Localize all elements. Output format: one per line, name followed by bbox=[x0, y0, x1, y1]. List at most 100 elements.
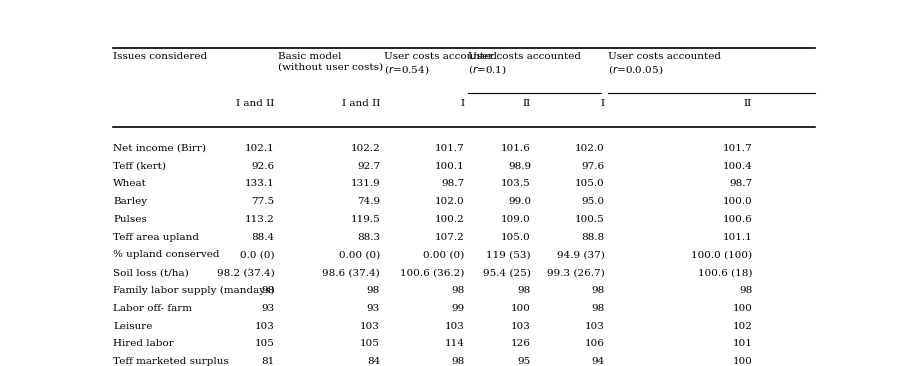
Text: I and II: I and II bbox=[236, 99, 275, 108]
Text: 98.9: 98.9 bbox=[508, 162, 531, 171]
Text: 102.2: 102.2 bbox=[351, 144, 381, 153]
Text: Teff (kert): Teff (kert) bbox=[113, 162, 166, 171]
Text: 98: 98 bbox=[592, 304, 604, 313]
Text: Family labor supply (mandays): Family labor supply (mandays) bbox=[113, 286, 275, 295]
Text: 98: 98 bbox=[592, 286, 604, 295]
Text: 119 (53): 119 (53) bbox=[487, 250, 531, 259]
Text: 131.9: 131.9 bbox=[351, 179, 381, 188]
Text: 98: 98 bbox=[451, 286, 464, 295]
Text: 93: 93 bbox=[262, 304, 275, 313]
Text: 81: 81 bbox=[262, 357, 275, 366]
Text: 100.5: 100.5 bbox=[575, 215, 604, 224]
Text: 101: 101 bbox=[732, 339, 752, 348]
Text: 98: 98 bbox=[262, 286, 275, 295]
Text: % upland conserved: % upland conserved bbox=[113, 250, 220, 259]
Text: 100.4: 100.4 bbox=[722, 162, 752, 171]
Text: Pulses: Pulses bbox=[113, 215, 147, 224]
Text: 105: 105 bbox=[361, 339, 381, 348]
Text: 100.1: 100.1 bbox=[435, 162, 464, 171]
Text: 98: 98 bbox=[367, 286, 381, 295]
Text: I: I bbox=[460, 99, 464, 108]
Text: 98.6 (37.4): 98.6 (37.4) bbox=[323, 268, 381, 277]
Text: 94: 94 bbox=[592, 357, 604, 366]
Text: 103: 103 bbox=[585, 321, 604, 330]
Text: 100.2: 100.2 bbox=[435, 215, 464, 224]
Text: 119.5: 119.5 bbox=[351, 215, 381, 224]
Text: 84: 84 bbox=[367, 357, 381, 366]
Text: 101.7: 101.7 bbox=[722, 144, 752, 153]
Text: Net income (Birr): Net income (Birr) bbox=[113, 144, 207, 153]
Text: 105.0: 105.0 bbox=[501, 233, 531, 242]
Text: 92.7: 92.7 bbox=[357, 162, 381, 171]
Text: I and II: I and II bbox=[342, 99, 381, 108]
Text: 102: 102 bbox=[732, 321, 752, 330]
Text: 103: 103 bbox=[511, 321, 531, 330]
Text: 92.6: 92.6 bbox=[252, 162, 275, 171]
Text: 98.7: 98.7 bbox=[441, 179, 464, 188]
Text: Hired labor: Hired labor bbox=[113, 339, 174, 348]
Text: 102.1: 102.1 bbox=[245, 144, 275, 153]
Text: User costs accounted
($r$=0.54): User costs accounted ($r$=0.54) bbox=[383, 52, 496, 76]
Text: 0.00 (0): 0.00 (0) bbox=[423, 250, 464, 259]
Text: 88.8: 88.8 bbox=[582, 233, 604, 242]
Text: 107.2: 107.2 bbox=[435, 233, 464, 242]
Text: 95.4 (25): 95.4 (25) bbox=[483, 268, 531, 277]
Text: 103: 103 bbox=[445, 321, 464, 330]
Text: 99.3 (26.7): 99.3 (26.7) bbox=[547, 268, 604, 277]
Text: Basic model
(without user costs): Basic model (without user costs) bbox=[278, 52, 383, 72]
Text: 100.0 (100): 100.0 (100) bbox=[691, 250, 752, 259]
Text: 105.0: 105.0 bbox=[575, 179, 604, 188]
Text: Barley: Barley bbox=[113, 197, 148, 206]
Text: 93: 93 bbox=[367, 304, 381, 313]
Text: 103: 103 bbox=[255, 321, 275, 330]
Text: 94.9 (37): 94.9 (37) bbox=[557, 250, 604, 259]
Text: 98: 98 bbox=[451, 357, 464, 366]
Text: 95.0: 95.0 bbox=[582, 197, 604, 206]
Text: 109.0: 109.0 bbox=[501, 215, 531, 224]
Text: 88.4: 88.4 bbox=[252, 233, 275, 242]
Text: 101.7: 101.7 bbox=[435, 144, 464, 153]
Text: 100.6 (18): 100.6 (18) bbox=[698, 268, 752, 277]
Text: 100.6 (36.2): 100.6 (36.2) bbox=[400, 268, 464, 277]
Text: 99.0: 99.0 bbox=[508, 197, 531, 206]
Text: Soil loss (t/ha): Soil loss (t/ha) bbox=[113, 268, 189, 277]
Text: 74.9: 74.9 bbox=[357, 197, 381, 206]
Text: 98.7: 98.7 bbox=[729, 179, 752, 188]
Text: User costs accounted
($r$=0.0.05): User costs accounted ($r$=0.0.05) bbox=[608, 52, 721, 76]
Text: 88.3: 88.3 bbox=[357, 233, 381, 242]
Text: Leisure: Leisure bbox=[113, 321, 152, 330]
Text: 98: 98 bbox=[518, 286, 531, 295]
Text: Teff area upland: Teff area upland bbox=[113, 233, 199, 242]
Text: 101.6: 101.6 bbox=[501, 144, 531, 153]
Text: 99: 99 bbox=[451, 304, 464, 313]
Text: 103.5: 103.5 bbox=[501, 179, 531, 188]
Text: 126: 126 bbox=[511, 339, 531, 348]
Text: 77.5: 77.5 bbox=[252, 197, 275, 206]
Text: 100: 100 bbox=[511, 304, 531, 313]
Text: 100: 100 bbox=[732, 357, 752, 366]
Text: 0.0 (0): 0.0 (0) bbox=[240, 250, 275, 259]
Text: 106: 106 bbox=[585, 339, 604, 348]
Text: 113.2: 113.2 bbox=[245, 215, 275, 224]
Text: 97.6: 97.6 bbox=[582, 162, 604, 171]
Text: 100.6: 100.6 bbox=[722, 215, 752, 224]
Text: 98.2 (37.4): 98.2 (37.4) bbox=[217, 268, 275, 277]
Text: I: I bbox=[601, 99, 604, 108]
Text: 100.0: 100.0 bbox=[722, 197, 752, 206]
Text: Issues considered: Issues considered bbox=[113, 52, 207, 61]
Text: 103: 103 bbox=[361, 321, 381, 330]
Text: 0.00 (0): 0.00 (0) bbox=[339, 250, 381, 259]
Text: II: II bbox=[744, 99, 752, 108]
Text: Teff marketed surplus: Teff marketed surplus bbox=[113, 357, 229, 366]
Text: 100: 100 bbox=[732, 304, 752, 313]
Text: Labor off- farm: Labor off- farm bbox=[113, 304, 192, 313]
Text: 102.0: 102.0 bbox=[435, 197, 464, 206]
Text: 98: 98 bbox=[739, 286, 752, 295]
Text: 133.1: 133.1 bbox=[245, 179, 275, 188]
Text: User costs accounted
($r$=0.1): User costs accounted ($r$=0.1) bbox=[467, 52, 581, 76]
Text: 105: 105 bbox=[255, 339, 275, 348]
Text: 95: 95 bbox=[518, 357, 531, 366]
Text: 114: 114 bbox=[445, 339, 464, 348]
Text: II: II bbox=[523, 99, 531, 108]
Text: 101.1: 101.1 bbox=[722, 233, 752, 242]
